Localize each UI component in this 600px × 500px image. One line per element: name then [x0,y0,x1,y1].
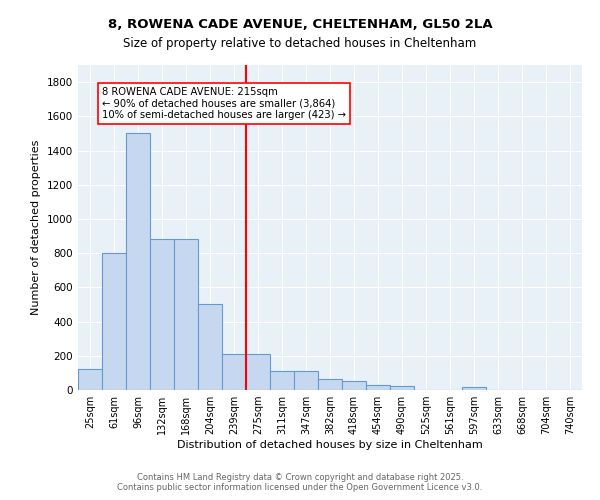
Text: 8 ROWENA CADE AVENUE: 215sqm
← 90% of detached houses are smaller (3,864)
10% of: 8 ROWENA CADE AVENUE: 215sqm ← 90% of de… [102,87,346,120]
Bar [126,134,150,390]
Text: Contains HM Land Registry data © Crown copyright and database right 2025.
Contai: Contains HM Land Registry data © Crown c… [118,473,482,492]
Bar [222,354,246,390]
Bar [342,382,366,390]
Bar [462,388,486,390]
Bar [318,379,342,390]
Bar [270,371,294,390]
Y-axis label: Number of detached properties: Number of detached properties [31,140,41,315]
Text: 8, ROWENA CADE AVENUE, CHELTENHAM, GL50 2LA: 8, ROWENA CADE AVENUE, CHELTENHAM, GL50 … [107,18,493,30]
Bar [390,386,414,390]
Bar [78,370,102,390]
Bar [174,240,198,390]
Bar [198,304,222,390]
Text: Size of property relative to detached houses in Cheltenham: Size of property relative to detached ho… [124,38,476,51]
X-axis label: Distribution of detached houses by size in Cheltenham: Distribution of detached houses by size … [177,440,483,450]
Bar [150,240,174,390]
Bar [102,253,126,390]
Bar [246,354,270,390]
Bar [294,371,318,390]
Bar [366,385,390,390]
